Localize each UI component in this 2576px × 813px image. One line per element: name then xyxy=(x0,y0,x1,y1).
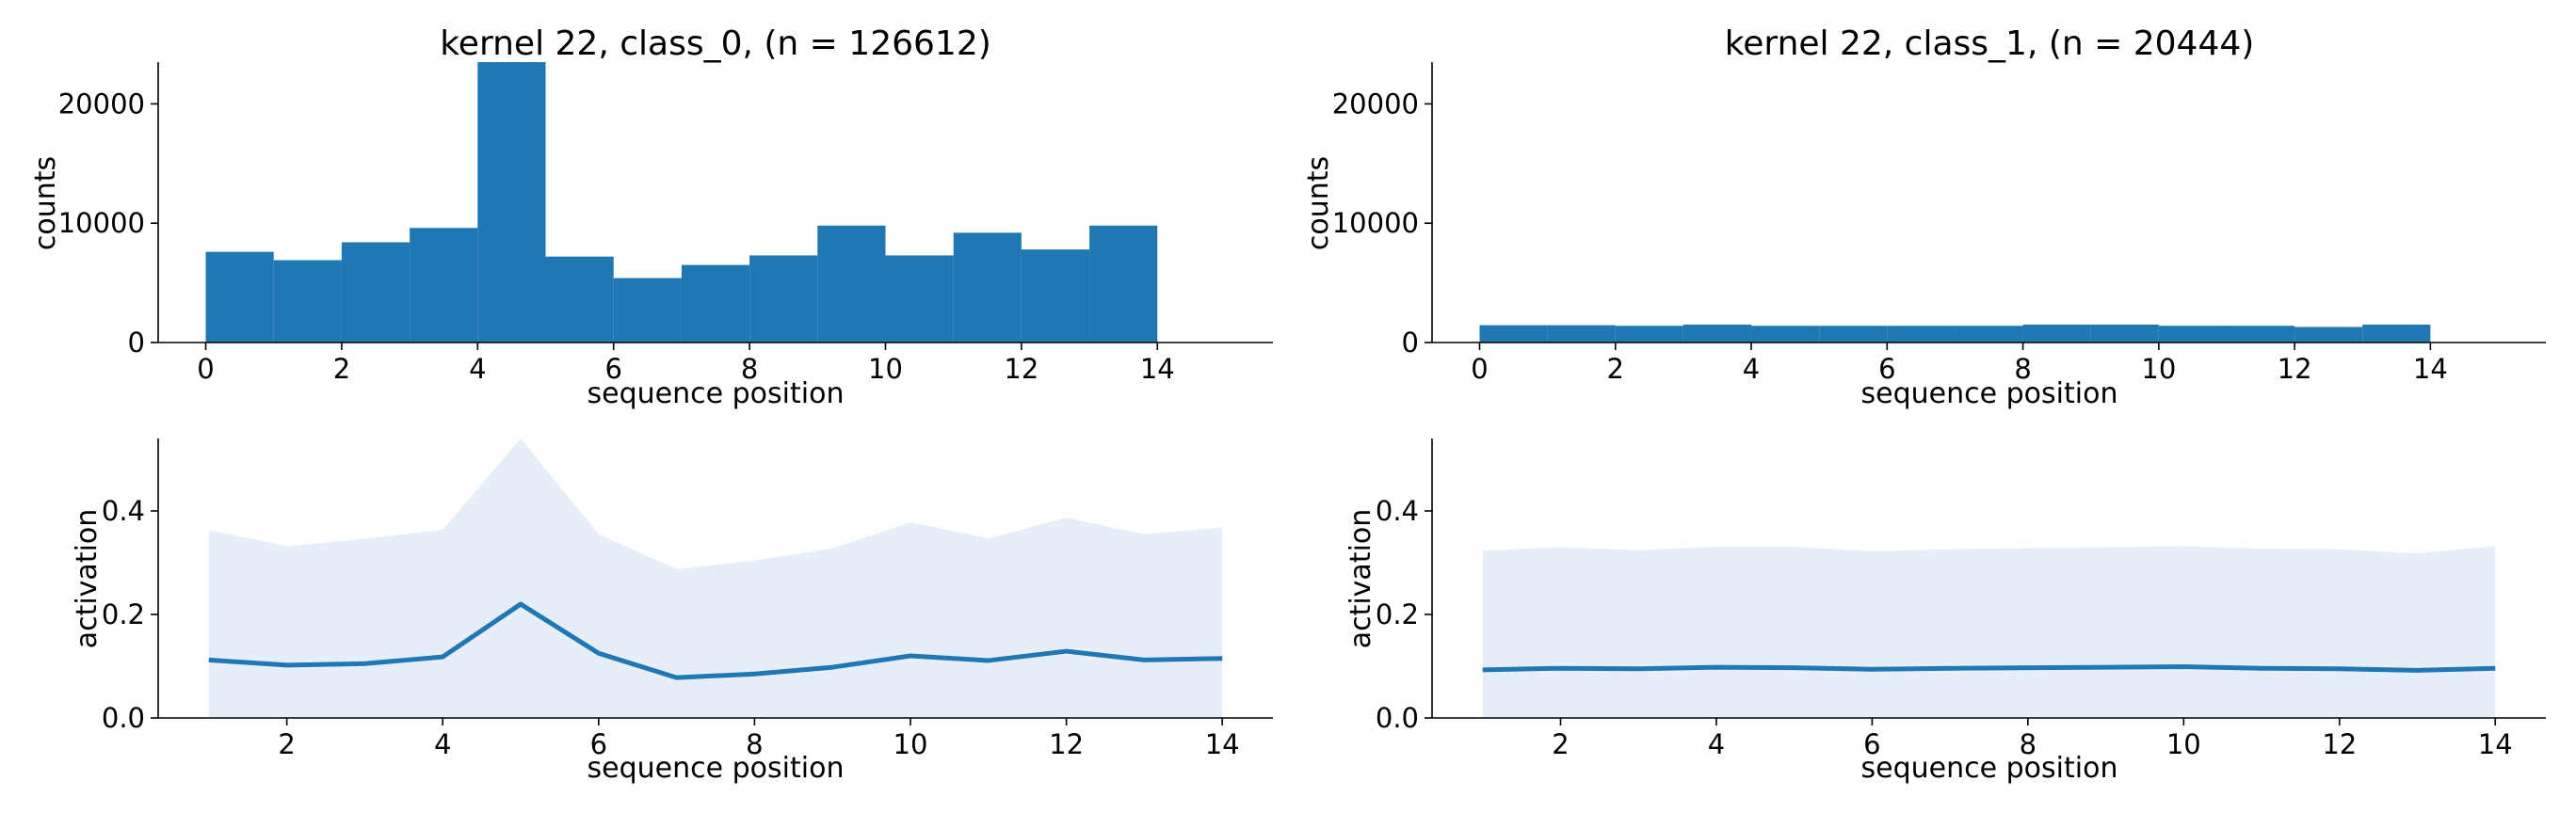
histogram-class-1-ylabel: counts xyxy=(1302,156,1335,250)
histogram-class-1-panel: kernel 22, class_1, (n = 20444) 0 2 4 6 8 10 1… xyxy=(1302,24,2546,410)
histogram-class-1-bar xyxy=(1547,325,1616,343)
histogram-class-1-ytick-label: 0 xyxy=(1402,327,1419,359)
histogram-class-1-title: kernel 22, class_1, (n = 20444) xyxy=(1725,24,2255,63)
activation-class-0-ytick-label: 0.0 xyxy=(102,702,145,734)
histogram-class-0-bar xyxy=(681,264,750,343)
histogram-class-1-bar xyxy=(2022,324,2091,343)
histogram-class-0-bar xyxy=(410,228,478,343)
histogram-class-1-bar xyxy=(2362,324,2431,343)
histogram-class-1-ytick-label: 10000 xyxy=(1332,207,1419,239)
activation-class-0-xtick-label: 6 xyxy=(590,728,607,760)
histogram-class-0-bar xyxy=(545,256,614,343)
histogram-class-1-xlabel: sequence position xyxy=(1861,377,2118,410)
histogram-class-1-bar xyxy=(1955,326,2023,343)
activation-class-0-mean-line xyxy=(208,601,1223,680)
histogram-class-0-ylabel: counts xyxy=(29,156,62,250)
activation-class-1-ytick-label: 0.4 xyxy=(1376,495,1419,527)
activation-class-1-xtick-label: 10 xyxy=(2166,728,2201,760)
histogram-class-1-xtick-label: 6 xyxy=(1878,353,1895,385)
histogram-class-0-xtick-label: 8 xyxy=(741,353,758,385)
histogram-class-0-xtick-label: 2 xyxy=(333,353,350,385)
histogram-class-1-xtick-label: 4 xyxy=(1743,353,1760,385)
activation-class-1-ylabel: activation xyxy=(1344,509,1377,649)
histogram-class-1-bar xyxy=(2158,326,2227,343)
histogram-class-0-xtick-label: 4 xyxy=(469,353,486,385)
activation-class-0-ylabel: activation xyxy=(71,509,104,649)
activation-class-1-xtick-label: 4 xyxy=(1708,728,1725,760)
activation-class-0-xtick-label: 10 xyxy=(894,728,928,760)
histogram-class-0-bar xyxy=(885,255,954,343)
histogram-class-0-bar xyxy=(1089,225,1158,343)
activation-class-1-xlabel: sequence position xyxy=(1861,752,2118,785)
activation-class-1-xtick-label: 8 xyxy=(2020,728,2037,760)
activation-class-1-panel: 2 4 6 8 10 12 14 0.0 0.2 0.4 sequence position ac… xyxy=(1344,438,2546,785)
activation-class-1-ytick-label: 0.2 xyxy=(1376,598,1419,630)
activation-class-1-xtick-label: 12 xyxy=(2322,728,2357,760)
activation-class-0-xtick-label: 14 xyxy=(1205,728,1240,760)
activation-class-0-ytick-label: 0.2 xyxy=(102,598,145,630)
histogram-class-1-xtick-label: 10 xyxy=(2141,353,2176,385)
activation-class-0-xtick-label: 4 xyxy=(434,728,451,760)
histogram-class-1-bar xyxy=(1615,326,1683,343)
histogram-class-0-xtick-label: 14 xyxy=(1140,353,1175,385)
histogram-class-0-panel: kernel 22, class_0, (n = 126612) 0 2 4 6 8 10… xyxy=(29,24,1273,410)
histogram-class-1-ytick-label: 20000 xyxy=(1332,88,1419,120)
histogram-class-0-bar xyxy=(953,232,1022,343)
histogram-class-0-xtick-label: 12 xyxy=(1004,353,1038,385)
activation-class-0-band xyxy=(208,438,1223,718)
histogram-class-0-bar xyxy=(341,242,411,343)
activation-class-1-xtick-label: 2 xyxy=(1552,728,1569,760)
histogram-class-1-xtick-label: 14 xyxy=(2413,353,2448,385)
histogram-class-1-xtick-label: 8 xyxy=(2014,353,2031,385)
activation-class-1-ytick-label: 0.0 xyxy=(1376,702,1419,734)
histogram-class-0-bar xyxy=(273,260,342,343)
histogram-class-0-xtick-label: 0 xyxy=(197,353,214,385)
histogram-class-0-bar xyxy=(613,278,682,343)
histogram-class-1-bar xyxy=(2090,324,2159,343)
histogram-class-1-bar xyxy=(1751,326,1820,343)
histogram-class-1-xtick-label: 12 xyxy=(2278,353,2312,385)
histogram-class-1-bar xyxy=(1819,326,1888,343)
histogram-class-1-xtick-label: 2 xyxy=(1607,353,1624,385)
histogram-class-0-bar xyxy=(749,255,818,343)
histogram-class-0-ytick-label: 20000 xyxy=(58,88,145,120)
activation-class-0-xtick-label: 8 xyxy=(746,728,763,760)
histogram-class-1-bar xyxy=(1479,325,1548,343)
histogram-class-0-bar xyxy=(477,62,546,343)
histogram-class-1-xtick-label: 0 xyxy=(1471,353,1488,385)
histogram-class-0-ytick-label: 10000 xyxy=(58,207,145,239)
activation-class-1-band xyxy=(1482,546,2496,718)
activation-class-0-ytick-label: 0.4 xyxy=(102,495,145,527)
histogram-class-0-bar xyxy=(1021,249,1090,343)
activation-class-1-mean-line xyxy=(1482,664,2496,673)
activation-class-1-xtick-label: 14 xyxy=(2478,728,2513,760)
histogram-class-0-xtick-label: 10 xyxy=(868,353,903,385)
histogram-class-0-title: kernel 22, class_0, (n = 126612) xyxy=(440,24,991,63)
histogram-class-1-bar xyxy=(2226,326,2295,343)
activation-class-0-xtick-label: 12 xyxy=(1049,728,1084,760)
histogram-class-0-bar xyxy=(817,225,886,343)
histogram-class-0-ytick-label: 0 xyxy=(128,327,145,359)
histogram-class-1-bar xyxy=(1682,324,1752,343)
histogram-class-0-xtick-label: 6 xyxy=(604,353,621,385)
histogram-class-0-bar xyxy=(205,251,274,343)
histogram-class-1-bar xyxy=(1887,326,1956,343)
histogram-class-1-bar xyxy=(2294,327,2363,343)
activation-class-0-xlabel: sequence position xyxy=(588,752,845,785)
activation-class-0-xtick-label: 2 xyxy=(278,728,295,760)
histogram-class-0-xlabel: sequence position xyxy=(588,377,845,410)
activation-class-0-panel: 2 4 6 8 10 12 14 0.0 0.2 0.4 sequence position ac… xyxy=(71,438,1273,785)
activation-class-1-xtick-label: 6 xyxy=(1863,728,1880,760)
